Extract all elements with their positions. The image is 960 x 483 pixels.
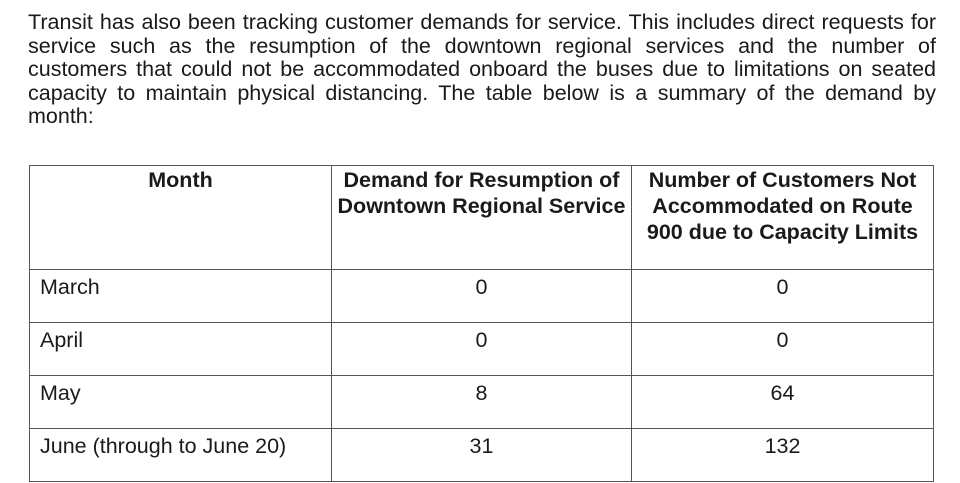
table-row: May 8 64 bbox=[29, 375, 934, 429]
cell-not-accommodated: 0 bbox=[631, 322, 934, 376]
cell-demand: 31 bbox=[331, 428, 632, 482]
cell-month: April bbox=[29, 322, 332, 376]
table-row: March 0 0 bbox=[29, 269, 934, 323]
header-demand-label: Demand for Resumption of Downtown Region… bbox=[337, 168, 626, 218]
cell-demand: 8 bbox=[331, 375, 632, 429]
table-header-row: Month Demand for Resumption of Downtown … bbox=[29, 165, 934, 270]
cell-not-accommodated: 0 bbox=[631, 269, 934, 323]
cell-demand: 0 bbox=[331, 322, 632, 376]
cell-demand: 0 bbox=[331, 269, 632, 323]
header-not-accommodated-label: Number of Customers Not Accommodated on … bbox=[646, 168, 919, 244]
cell-month: May bbox=[29, 375, 332, 429]
table-row: April 0 0 bbox=[29, 322, 934, 376]
header-demand: Demand for Resumption of Downtown Region… bbox=[331, 165, 632, 270]
header-month: Month bbox=[29, 165, 332, 270]
header-month-label: Month bbox=[148, 168, 213, 192]
table-row: June (through to June 20) 31 132 bbox=[29, 428, 934, 482]
cell-not-accommodated: 64 bbox=[631, 375, 934, 429]
cell-month: March bbox=[29, 269, 332, 323]
intro-paragraph: Transit has also been tracking customer … bbox=[28, 10, 936, 128]
header-not-accommodated: Number of Customers Not Accommodated on … bbox=[631, 165, 934, 270]
demand-summary-table: Month Demand for Resumption of Downtown … bbox=[29, 165, 934, 482]
cell-month: June (through to June 20) bbox=[29, 428, 332, 482]
cell-not-accommodated: 132 bbox=[631, 428, 934, 482]
